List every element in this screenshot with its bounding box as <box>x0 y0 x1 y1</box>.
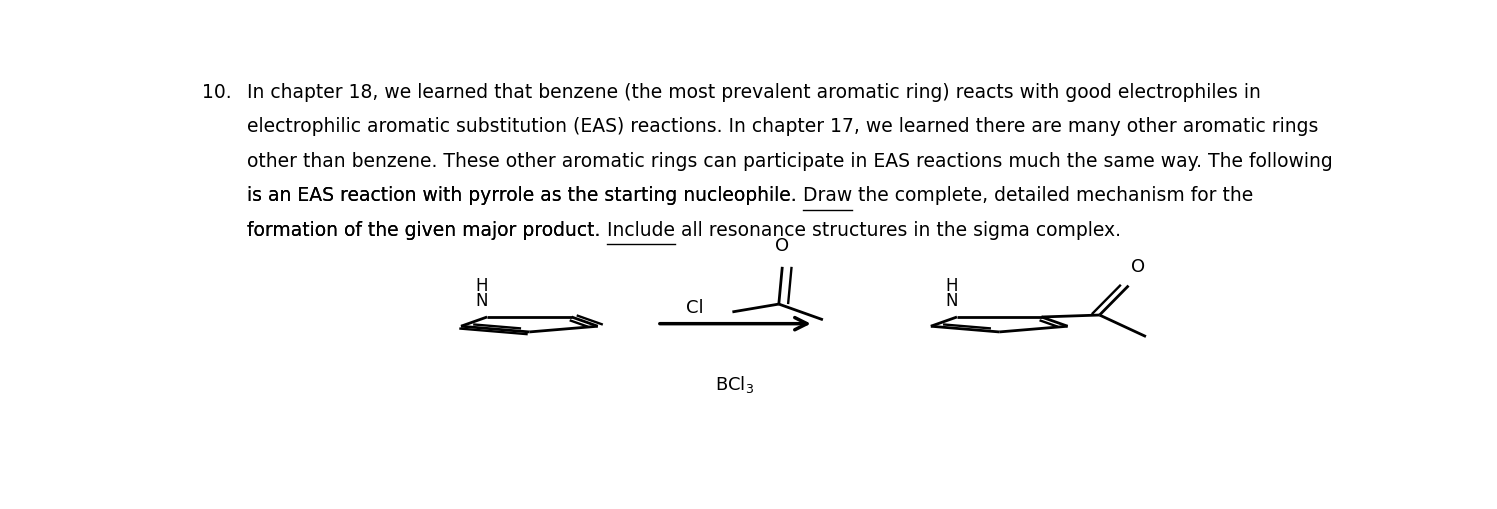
Text: BCl$_3$: BCl$_3$ <box>716 374 754 395</box>
Text: H: H <box>475 277 488 295</box>
Text: O: O <box>775 237 789 255</box>
Text: is an EAS reaction with pyrrole as the starting nucleophile.: is an EAS reaction with pyrrole as the s… <box>247 186 796 205</box>
Text: N: N <box>945 292 958 310</box>
Text: all resonance structures in the sigma complex.: all resonance structures in the sigma co… <box>675 220 1121 240</box>
Text: formation of the given major product.: formation of the given major product. <box>247 220 600 240</box>
Text: electrophilic aromatic substitution (EAS) reactions. In chapter 17, we learned t: electrophilic aromatic substitution (EAS… <box>247 117 1319 136</box>
Text: the complete, detailed mechanism for the: the complete, detailed mechanism for the <box>852 186 1253 205</box>
Text: Draw: Draw <box>796 186 852 205</box>
Text: is an EAS reaction with pyrrole as the starting nucleophile.: is an EAS reaction with pyrrole as the s… <box>247 186 796 205</box>
Text: other than benzene. These other aromatic rings can participate in EAS reactions : other than benzene. These other aromatic… <box>247 152 1334 171</box>
Text: formation of the given major product.: formation of the given major product. <box>247 220 600 240</box>
Text: O: O <box>1130 258 1145 276</box>
Text: Cl: Cl <box>686 299 704 317</box>
Text: 10.: 10. <box>202 82 232 102</box>
Text: N: N <box>475 292 488 310</box>
Text: In chapter 18, we learned that benzene (the most prevalent aromatic ring) reacts: In chapter 18, we learned that benzene (… <box>247 82 1262 102</box>
Text: H: H <box>945 277 958 295</box>
Text: Include: Include <box>600 220 675 240</box>
